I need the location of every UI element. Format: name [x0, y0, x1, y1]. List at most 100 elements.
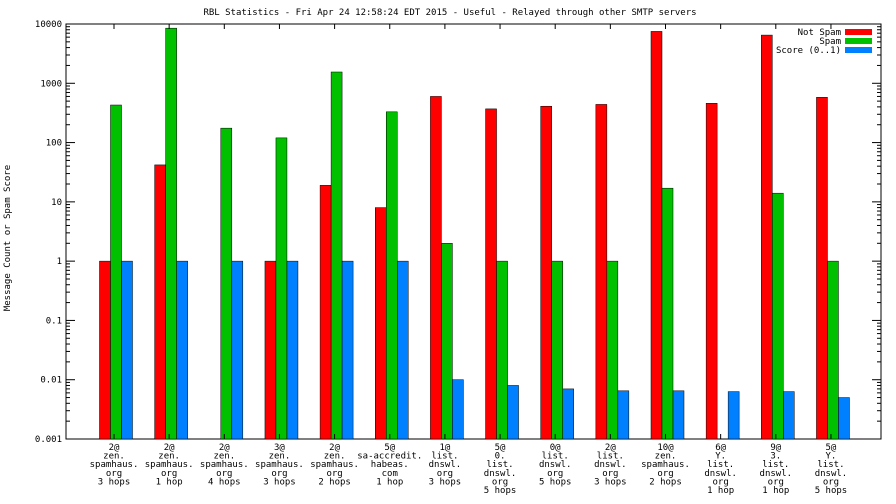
bar-score-0-1: [452, 379, 464, 440]
x-tick-label: 2@: [219, 443, 230, 453]
x-tick-label: zen.: [158, 452, 180, 462]
y-tick-label: 0.01: [40, 376, 62, 386]
x-tick-label: 1 hop: [707, 486, 734, 496]
bar-score-0-1: [121, 260, 133, 440]
bar-not-spam: [595, 104, 608, 440]
legend-label: Spam: [819, 37, 841, 47]
bar-spam: [606, 260, 619, 440]
legend-swatch: [845, 38, 872, 44]
x-tick-label: org: [823, 477, 839, 487]
x-tick-label: dnswl.: [704, 469, 737, 479]
x-tick-label: 2 hops: [318, 477, 351, 487]
y-axis-ticks: 10000 1000 100 10 1 0.1 0.01 0.001: [35, 20, 881, 445]
bar-spam: [661, 187, 674, 440]
bar-spam: [496, 260, 508, 440]
x-tick-label: org: [547, 469, 563, 479]
x-tick-label: 2@: [164, 443, 175, 453]
x-tick-label: org: [216, 469, 232, 479]
x-tick-label: org: [657, 469, 673, 479]
x-tick-label: zen.: [269, 452, 291, 462]
x-tick-label: 2 hops: [649, 477, 682, 487]
x-tick-label: dnswl.: [539, 460, 572, 470]
x-tick-label: org: [161, 469, 177, 479]
bar-score-0-1: [507, 385, 519, 440]
bar-score-0-1: [341, 260, 354, 440]
y-tick-label: 0.001: [35, 435, 62, 445]
x-tick-label: 5 hops: [484, 486, 517, 496]
x-tick-label: spamhaus.: [90, 460, 139, 470]
x-tick-label: dnswl.: [594, 460, 627, 470]
x-tick-label: 9@: [770, 443, 781, 453]
bar-not-spam: [430, 96, 442, 440]
x-tick-label: org: [326, 469, 342, 479]
bar-score-0-1: [562, 388, 574, 440]
x-tick-label: org: [106, 469, 122, 479]
x-tick-label: 2@: [329, 443, 340, 453]
x-tick-label: zen.: [103, 452, 125, 462]
bar-spam: [441, 243, 453, 440]
x-tick-label: 0.: [495, 452, 506, 462]
x-tick-label: spamhaus.: [200, 460, 249, 470]
x-tick-label: 0@: [550, 443, 561, 453]
x-tick-label: spamhaus.: [641, 460, 690, 470]
bar-spam: [330, 71, 343, 440]
bar-score-0-1: [397, 260, 409, 440]
x-tick-label: 3 hops: [98, 477, 131, 487]
bar-not-spam: [540, 105, 552, 440]
x-tick-label: habeas.: [371, 460, 409, 470]
x-tick-label: list.: [597, 452, 624, 462]
x-tick-label: list.: [817, 460, 844, 470]
bar-not-spam: [319, 185, 332, 440]
y-tick-label: 10000: [35, 20, 62, 30]
x-tick-label: zen.: [324, 452, 346, 462]
y-tick-label: 10: [51, 198, 62, 208]
bar-not-spam: [375, 207, 387, 440]
x-tick-label: 1 hop: [376, 477, 403, 487]
x-tick-label: 4 hops: [208, 477, 241, 487]
x-tick-label: dnswl.: [760, 469, 793, 479]
bars: [99, 27, 850, 440]
legend-label: Not Spam: [798, 28, 841, 38]
x-tick-label: 2@: [109, 443, 120, 453]
bar-spam: [165, 27, 177, 440]
x-tick-label: list.: [487, 460, 514, 470]
x-tick-label: list.: [542, 452, 569, 462]
y-tick-label: 0.1: [46, 316, 62, 326]
bar-spam: [827, 260, 839, 440]
legend-label: Score (0..1): [776, 46, 841, 56]
x-tick-label: dnswl.: [429, 460, 462, 470]
bar-not-spam: [705, 103, 718, 440]
x-tick-label: zen.: [655, 452, 677, 462]
x-tick-label: 3 hops: [429, 477, 462, 487]
chart-title: RBL Statistics - Fri Apr 24 12:58:24 EDT…: [203, 8, 696, 18]
x-tick-label: 5@: [384, 443, 395, 453]
y-tick-label: 1000: [40, 79, 62, 89]
x-tick-label: 3.: [770, 452, 781, 462]
x-tick-label: 3 hops: [594, 477, 627, 487]
bar-score-0-1: [672, 390, 685, 440]
bar-not-spam: [264, 260, 277, 440]
bar-not-spam: [485, 108, 497, 440]
x-tick-label: spamhaus.: [145, 460, 194, 470]
x-tick-label: 5@: [495, 443, 506, 453]
x-tick-label: 2@: [605, 443, 616, 453]
x-tick-label: 5 hops: [539, 477, 572, 487]
x-tick-label: list.: [707, 460, 734, 470]
bar-not-spam: [99, 260, 111, 440]
x-tick-label: 5@: [826, 443, 837, 453]
x-tick-label: org: [492, 477, 508, 487]
x-tick-label: org: [437, 469, 453, 479]
x-tick-label: 1@: [439, 443, 450, 453]
x-tick-label: 3 hops: [263, 477, 296, 487]
x-tick-label: dnswl.: [484, 469, 517, 479]
bar-spam: [220, 127, 233, 440]
x-tick-label: 5 hops: [815, 486, 848, 496]
bar-not-spam: [154, 164, 166, 440]
bar-not-spam: [816, 97, 828, 440]
x-tick-label: zen.: [213, 452, 235, 462]
plot-frame: [65, 23, 882, 440]
x-tick-label: 1 hop: [156, 477, 183, 487]
